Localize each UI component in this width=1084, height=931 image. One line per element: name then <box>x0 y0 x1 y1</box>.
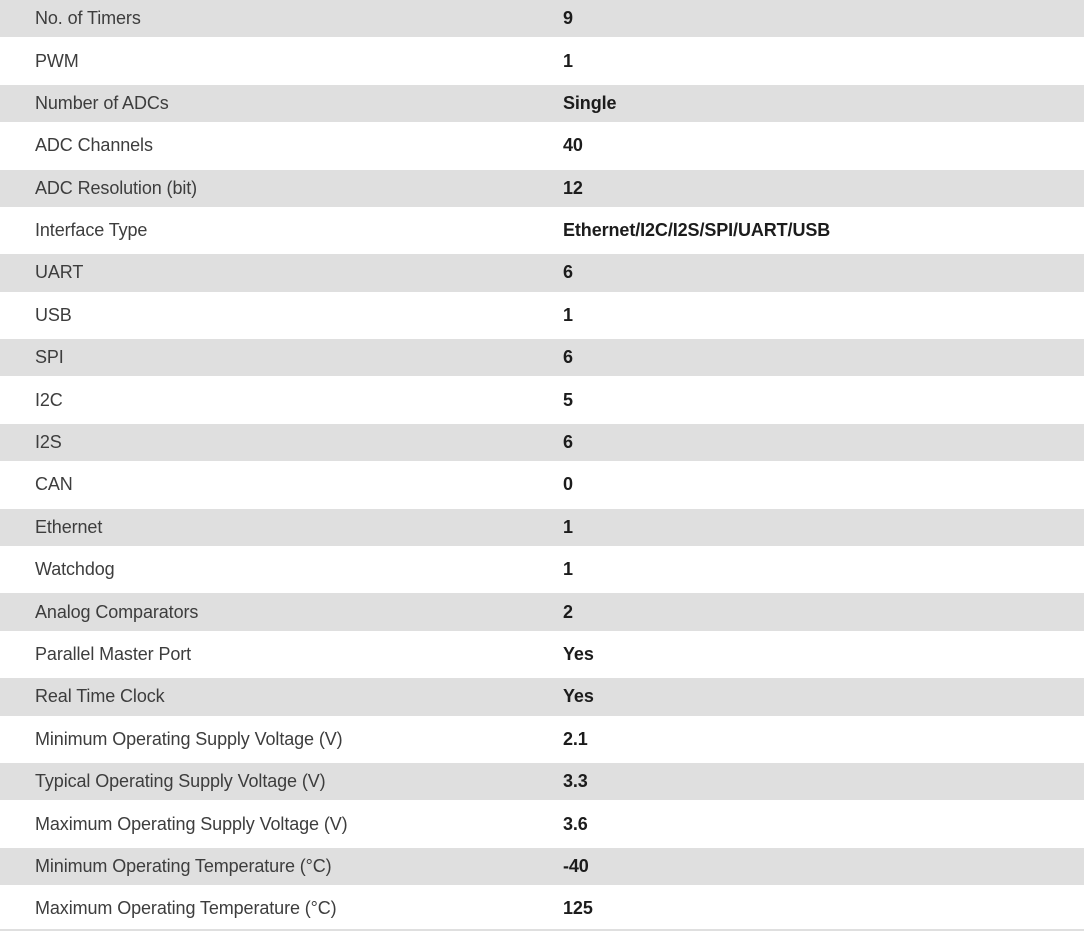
spec-row: Typical Operating Supply Voltage (V) 3.3 <box>0 763 1084 801</box>
spec-label: Interface Type <box>35 220 148 241</box>
spec-label: Minimum Operating Supply Voltage (V) <box>35 728 343 749</box>
spec-row: Maximum Operating Temperature (°C) 125 <box>0 890 1084 928</box>
spec-value: 3.3 <box>563 771 588 792</box>
spec-value: 1 <box>563 516 573 537</box>
spec-value: 2.1 <box>563 728 588 749</box>
spec-row: Interface Type Ethernet/I2C/I2S/SPI/UART/… <box>0 211 1084 250</box>
spec-row: Maximum Operating Supply Voltage (V) 3.6 <box>0 805 1084 843</box>
spec-row: Number of ADCs Single <box>0 84 1084 123</box>
spec-value: 1 <box>563 50 573 71</box>
spec-label: No. of Timers <box>35 8 141 29</box>
spec-value: Yes <box>563 644 594 664</box>
spec-label: ADC Resolution (bit) <box>35 177 198 198</box>
spec-value: 12 <box>563 177 583 198</box>
spec-value: 6 <box>563 432 573 453</box>
spec-row: SPI 6 <box>0 339 1084 377</box>
spec-value: 6 <box>563 347 573 368</box>
spec-value: 1 <box>563 559 573 580</box>
spec-value: 125 <box>563 898 593 919</box>
spec-row: Minimum Operating Supply Voltage (V) 2.1 <box>0 720 1084 758</box>
spec-label: I2S <box>35 432 62 453</box>
spec-value: 1 <box>563 304 573 325</box>
spec-row: No. of Timers 9 <box>0 0 1084 38</box>
next-row-sliver <box>0 929 1084 931</box>
spec-row: Analog Comparators 2 <box>0 593 1084 631</box>
spec-value: 5 <box>563 389 573 410</box>
spec-label: USB <box>35 304 72 325</box>
spec-row: USB 1 <box>0 296 1084 335</box>
spec-row: ADC Resolution (bit) 12 <box>0 169 1084 207</box>
spec-label: Analog Comparators <box>35 601 199 622</box>
spec-value: Yes <box>563 686 594 707</box>
spec-row: Real Time Clock Yes <box>0 678 1084 716</box>
spec-value: 0 <box>563 474 573 495</box>
spec-value: 9 <box>563 8 573 29</box>
spec-label: Maximum Operating Temperature (°C) <box>35 898 337 919</box>
spec-value: 6 <box>563 262 573 283</box>
spec-row: PWM 1 <box>0 42 1084 80</box>
spec-value: -40 <box>563 855 589 876</box>
spec-row: Parallel Master Port Yes <box>0 635 1084 674</box>
spec-label: I2C <box>35 389 63 410</box>
spec-row: I2S 6 <box>0 423 1084 462</box>
spec-label: Number of ADCs <box>35 92 169 113</box>
spec-label: Minimum Operating Temperature (°C) <box>35 855 332 876</box>
spec-value: 3.6 <box>563 813 588 834</box>
spec-row: ADC Channels 40 <box>0 127 1084 165</box>
spec-row: Minimum Operating Temperature (°C) -40 <box>0 847 1084 886</box>
spec-row: Watchdog 1 <box>0 551 1084 589</box>
spec-value: 40 <box>563 135 583 156</box>
spec-row: CAN 0 <box>0 466 1084 504</box>
spec-label: PWM <box>35 50 79 71</box>
spec-value: Single <box>563 92 617 113</box>
spec-label: Real Time Clock <box>35 686 165 707</box>
spec-row: Ethernet 1 <box>0 508 1084 546</box>
spec-label: Parallel Master Port <box>35 644 192 664</box>
spec-label: Maximum Operating Supply Voltage (V) <box>35 813 348 834</box>
spec-label: CAN <box>35 474 73 495</box>
spec-label: ADC Channels <box>35 135 153 156</box>
spec-row: I2C 5 <box>0 381 1084 419</box>
spec-label: Typical Operating Supply Voltage (V) <box>35 771 326 792</box>
spec-label: Watchdog <box>35 559 115 580</box>
spec-value: 2 <box>563 601 573 622</box>
spec-row: UART 6 <box>0 254 1084 292</box>
spec-label: SPI <box>35 347 64 368</box>
spec-label: Ethernet <box>35 516 103 537</box>
spec-label: UART <box>35 262 84 283</box>
spec-value: Ethernet/I2C/I2S/SPI/UART/USB <box>563 220 831 241</box>
